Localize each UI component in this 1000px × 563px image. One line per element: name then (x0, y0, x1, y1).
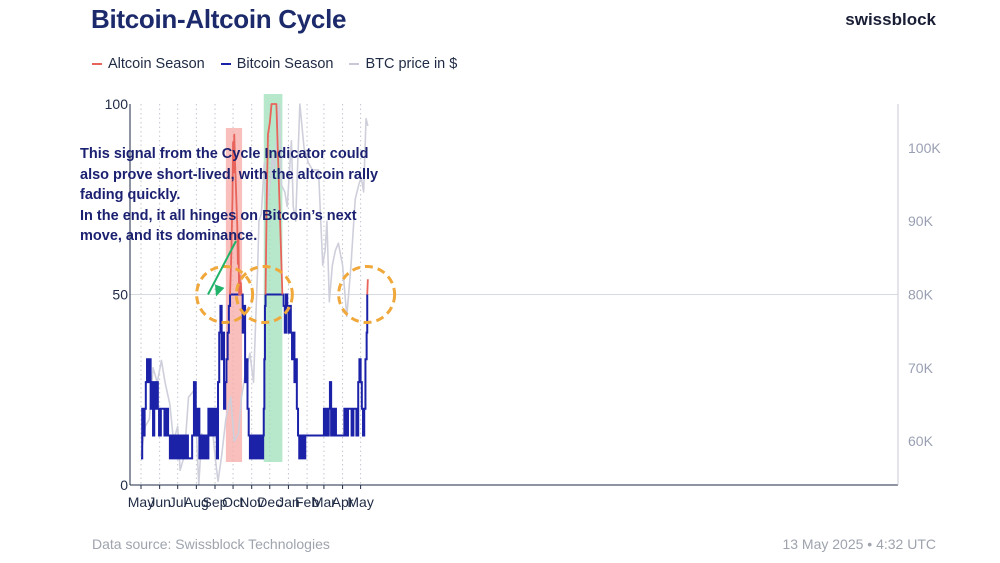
timestamp: 13 May 2025 • 4:32 UTC (782, 536, 936, 552)
x-tick-label-oct-5: Oct (222, 494, 244, 510)
x-tick-label-jun-1: Jun (148, 494, 171, 510)
data-source: Data source: Swissblock Technologies (92, 536, 330, 552)
tick-labels: MayJunJulAugSepOctNovDecJanFebMarAprMay0… (105, 96, 942, 510)
series-altcoin-season-segment-0 (229, 133, 243, 296)
chart-title: Bitcoin-Altcoin Cycle (91, 4, 347, 34)
x-tick-label-jul-2: Jul (169, 494, 187, 510)
annotation-arrow (207, 240, 237, 297)
bitcoin-season-layer (141, 293, 369, 460)
x-tick-label-jan-8: Jan (277, 494, 300, 510)
highlight-circle-1 (234, 265, 294, 324)
x-tick-label-apr-11: Apr (332, 494, 354, 510)
annotation-line-1: This signal from the Cycle Indicator cou… (80, 146, 379, 203)
legend-label-bitcoin: Bitcoin Season (236, 56, 334, 72)
brand-logo: swissblock (845, 10, 936, 29)
axes (129, 104, 899, 486)
y-left-tick-label-0: 0 (120, 477, 128, 493)
x-tick-label-dec-7: Dec (257, 494, 282, 510)
highlight-circle-0 (195, 265, 255, 324)
x-tick-label-mar-10: Mar (312, 494, 336, 510)
x-tick-label-sep-4: Sep (203, 494, 228, 510)
y-right-tick-label-90K: 90K (908, 213, 934, 229)
x-tick-label-may-12: May (347, 494, 373, 510)
series-altcoin-season-segment-2 (366, 279, 369, 295)
band-bitcoin (263, 94, 283, 462)
y-left-tick-label-100: 100 (105, 96, 129, 112)
annotation-line-2: In the end, it all hinges on Bitcoin’s n… (80, 207, 357, 245)
highlight-circle-2 (337, 265, 397, 324)
legend-item-btc-price[interactable]: BTC price in $ (349, 56, 457, 72)
y-left-tick-label-50: 50 (112, 287, 128, 303)
grid (130, 104, 898, 485)
legend-swatch-btc-price (349, 63, 360, 65)
y-right-tick-label-60K: 60K (908, 433, 934, 449)
legend-item-altcoin-season[interactable]: Altcoin Season (92, 56, 205, 72)
legend-swatch-bitcoin (220, 63, 231, 65)
legend: Altcoin Season Bitcoin Season BTC price … (92, 56, 457, 72)
altcoin-season-layer (229, 103, 369, 296)
annotation-text: This signal from the Cycle Indicator cou… (80, 144, 400, 247)
y-right-tick-label-70K: 70K (908, 360, 934, 376)
highlight-markers (195, 265, 397, 324)
y-right-tick-label-80K: 80K (908, 287, 934, 303)
legend-item-bitcoin-season[interactable]: Bitcoin Season (220, 56, 334, 72)
arrow-head (215, 284, 225, 297)
x-tick-label-feb-9: Feb (295, 494, 319, 510)
legend-label-btc-price: BTC price in $ (365, 56, 458, 72)
x-tick-label-nov-6: Nov (239, 494, 264, 510)
y-right-tick-label-100K: 100K (908, 140, 941, 156)
x-tick-label-aug-3: Aug (184, 494, 209, 510)
legend-swatch-altcoin (92, 63, 102, 65)
series-bitcoin-season (141, 293, 369, 460)
arrow-shaft (207, 240, 237, 295)
legend-label-altcoin: Altcoin Season (108, 56, 205, 72)
x-tick-label-may-0: May (128, 494, 154, 510)
series-altcoin-season-segment-1 (264, 103, 284, 295)
